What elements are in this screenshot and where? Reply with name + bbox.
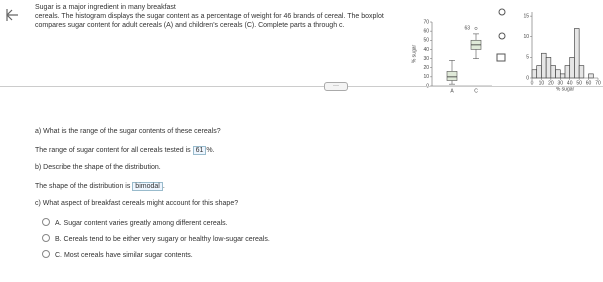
option[interactable]: C. Most cereals have similar sugar conte… (42, 250, 193, 259)
back-arrow[interactable] (6, 8, 20, 22)
answer-text: The range of sugar content for all cerea… (35, 147, 191, 154)
y-tick-label: 0 (526, 75, 529, 81)
histogram-bar (564, 65, 571, 79)
histogram-bar (545, 57, 552, 79)
y-tick-label: 30 (423, 56, 429, 62)
histogram-bar (559, 73, 566, 79)
intro-line: cereals. The histogram displays the suga… (35, 13, 384, 20)
y-tick-label: 10 (423, 74, 429, 80)
popout-icon[interactable] (496, 53, 506, 62)
outlier-label: 63 (464, 26, 470, 32)
y-tick-label: 60 (423, 28, 429, 34)
x-axis-label: % sugar (556, 86, 575, 92)
x-tick-label: C (474, 88, 478, 94)
option-text: C. Most cereals have similar sugar conte… (55, 252, 193, 259)
outlier (474, 26, 478, 30)
histogram-bar (578, 65, 585, 79)
answer-text: %. (206, 147, 215, 154)
histogram-bar (569, 57, 575, 79)
zoom-icon[interactable] (498, 32, 506, 40)
answer-line: The shape of the distribution is bimodal… (35, 182, 165, 191)
y-tick-label: 10 (523, 34, 529, 40)
histogram-bar (531, 69, 538, 79)
question-prompt: c) What aspect of breakfast cereals migh… (35, 200, 239, 207)
histogram-bar (550, 65, 556, 79)
intro-line: compares sugar content for adult cereals… (35, 22, 345, 29)
answer-text: . (162, 183, 165, 190)
answer-line: The range of sugar content for all cerea… (35, 146, 215, 155)
option[interactable]: A. Sugar content varies greatly among di… (42, 218, 228, 227)
histogram-bar (536, 65, 542, 79)
y-tick-label: 50 (423, 38, 429, 44)
intro-line: Sugar is a major ingredient in many brea… (35, 4, 176, 11)
expand-button[interactable]: ··· (324, 82, 348, 91)
option-text: A. Sugar content varies greatly among di… (55, 220, 228, 227)
answer-box[interactable]: bimodal (132, 182, 163, 191)
answer-text: The shape of the distribution is (35, 183, 131, 190)
question-prompt: a) What is the range of the sugar conten… (35, 128, 221, 135)
option[interactable]: B. Cereals tend to be either very sugary… (42, 234, 270, 243)
y-tick-label: 40 (423, 47, 429, 53)
divider (0, 86, 603, 87)
x-tick-label: 50 (576, 80, 582, 86)
box (446, 71, 458, 81)
histogram-bar (574, 28, 580, 79)
histogram-bar (555, 69, 561, 79)
x-tick-label: 40 (567, 80, 573, 86)
x-tick-label: 0 (531, 80, 534, 86)
histogram-bar (541, 52, 547, 79)
y-tick-label: 15 (523, 13, 529, 19)
x-tick-label: 30 (558, 80, 564, 86)
y-tick-label: 70 (423, 19, 429, 25)
x-tick-label: 20 (548, 80, 554, 86)
x-tick-label: 10 (539, 80, 545, 86)
y-axis-label: % sugar (411, 44, 417, 63)
y-tick-label: 5 (526, 55, 529, 61)
x-tick-label: 60 (586, 80, 592, 86)
x-tick-label: 70 (595, 80, 601, 86)
histogram-bar (588, 73, 594, 79)
question-prompt: b) Describe the shape of the distributio… (35, 164, 161, 171)
y-tick-label: 20 (423, 65, 429, 71)
zoom-icon[interactable] (498, 8, 506, 16)
x-tick-label: A (450, 88, 454, 94)
option-text: B. Cereals tend to be either very sugary… (55, 236, 270, 243)
answer-box[interactable]: 61 (192, 146, 207, 155)
